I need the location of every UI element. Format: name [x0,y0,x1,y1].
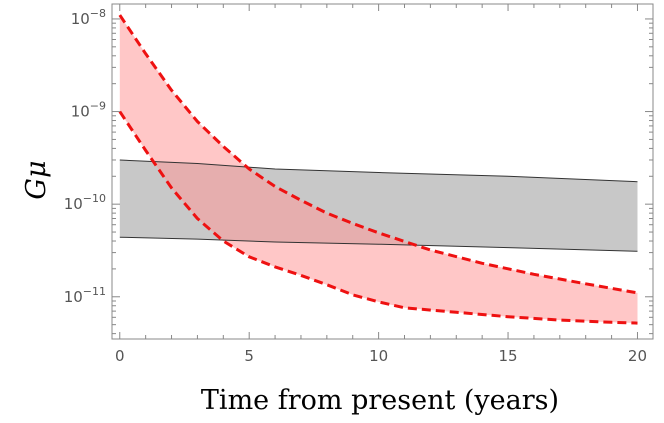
x-tick-label: 10 [369,347,388,365]
x-tick-label: 20 [628,347,647,365]
ticks-layer: 0 5 10 15 20 10−11 10−10 10−9 10−8 [64,4,653,365]
y-tick-label: 10−9 [71,100,106,121]
x-tick-label: 5 [244,347,254,365]
y-tick-label: 10−11 [64,285,106,306]
x-tick-label: 15 [498,347,517,365]
plot-frame [111,3,654,340]
band-0-lower-line [119,236,638,252]
bands-layer [118,14,638,325]
band-1-upper-line [118,14,638,295]
x-axis-title: Time from present (years) [201,385,559,416]
y-tick-label: 10−8 [71,7,106,28]
band-1-lower-line [118,110,638,325]
band-0-upper-line [119,159,638,183]
y-tick-label: 10−10 [64,192,106,213]
x-tick-label: 0 [115,347,125,365]
y-axis-title: Gμ [21,160,52,199]
band-1-fill [119,15,638,324]
